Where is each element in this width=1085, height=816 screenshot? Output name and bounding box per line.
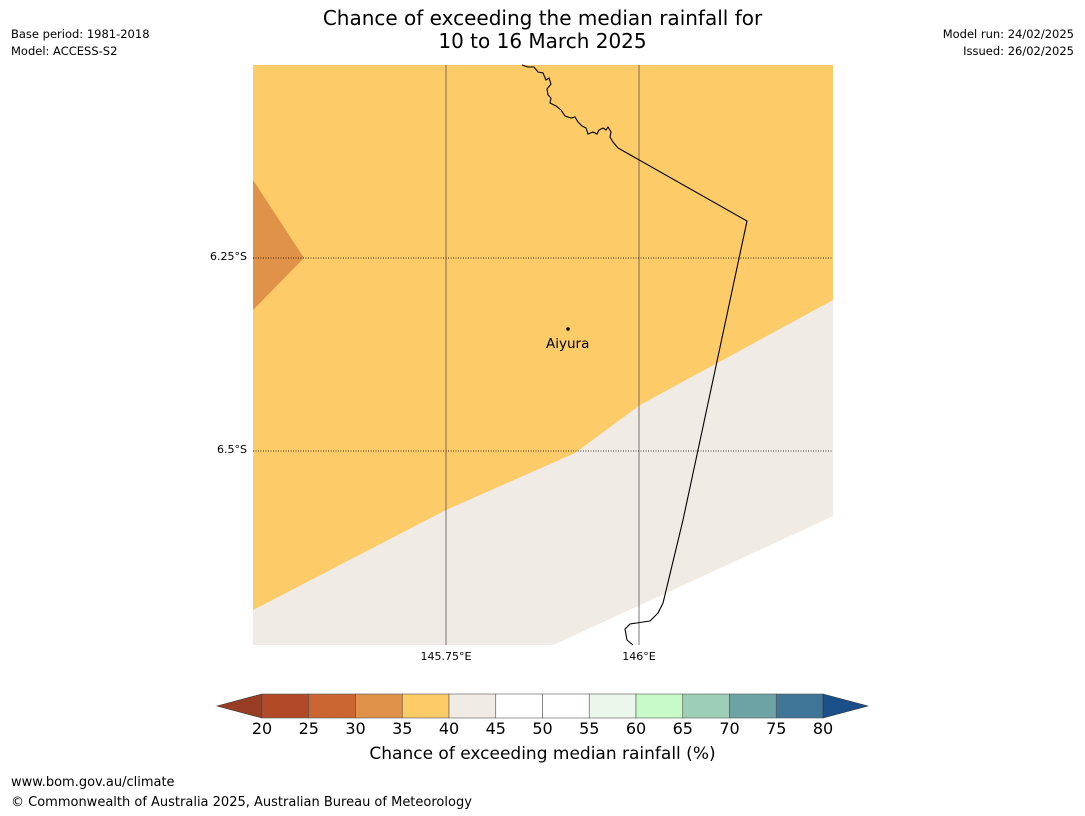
footer-url[interactable]: www.bom.gov.au/climate [11,775,175,790]
colorbar-tick-label: 80 [812,719,834,738]
masked-area [553,516,833,645]
colorbar-title: Chance of exceeding median rainfall (%) [369,744,716,764]
model-text: Model: ACCESS-S2 [11,44,118,58]
lon-label-145-75: 145.75°E [420,650,472,663]
lat-label-6-5: 6.5°S [217,443,247,456]
region-30-35 [253,180,304,310]
issued-text: Issued: 26/02/2025 [963,44,1074,58]
colorbar-bin [635,693,684,719]
colorbar-bin [448,693,497,719]
title-line-1: Chance of exceeding the median rainfall … [322,6,763,30]
colorbar-tick-label: 60 [625,719,647,738]
colorbar-bin [495,693,543,719]
colorbar-bin [308,693,356,719]
colorbar-tick-label: 35 [392,719,413,738]
aiyura-label: Aiyura [546,336,590,352]
colorbar-bin [588,693,637,719]
colorbar-tick-label: 65 [672,719,693,738]
title-line-2: 10 to 16 March 2025 [438,29,647,53]
chart-title: Chance of exceeding the median rainfall … [0,7,1085,53]
colorbar-tick-label: 30 [345,719,366,738]
colorbar-bin [261,693,310,719]
colorbar-tick-label: 40 [438,719,460,738]
footer-copyright: © Commonwealth of Australia 2025, Austra… [11,795,472,810]
colorbar-bin [542,693,590,719]
colorbar-tick-label: 20 [251,719,273,738]
colorbar-bin [729,693,777,719]
colorbar-tick-label: 55 [579,719,600,738]
model-run-text: Model run: 24/02/2025 [942,27,1074,41]
region-40-45 [253,300,833,645]
colorbar-bin [682,693,730,719]
colorbar-over-arrow [822,693,870,719]
colorbar-tick-label: 75 [766,719,787,738]
lon-label-146: 146°E [622,650,656,663]
province-border [521,64,748,646]
colorbar-bin [355,693,403,719]
aiyura-marker-icon [566,327,570,331]
colorbar-bin [775,693,824,719]
colorbar-tick-label: 25 [298,719,319,738]
base-period-text: Base period: 1981-2018 [11,27,150,41]
meta-right: Model run: 24/02/2025 Issued: 26/02/2025 [943,26,1074,60]
colorbar-tick-label: 45 [485,719,506,738]
colorbar-tick-label: 70 [719,719,740,738]
colorbar-bin [401,693,450,719]
colorbar-under-arrow [215,693,263,719]
colorbar-tick-label: 50 [532,719,553,738]
meta-left: Base period: 1981-2018 Model: ACCESS-S2 [11,26,150,60]
lat-label-6-25: 6.25°S [210,250,247,263]
colorbar [215,693,870,719]
